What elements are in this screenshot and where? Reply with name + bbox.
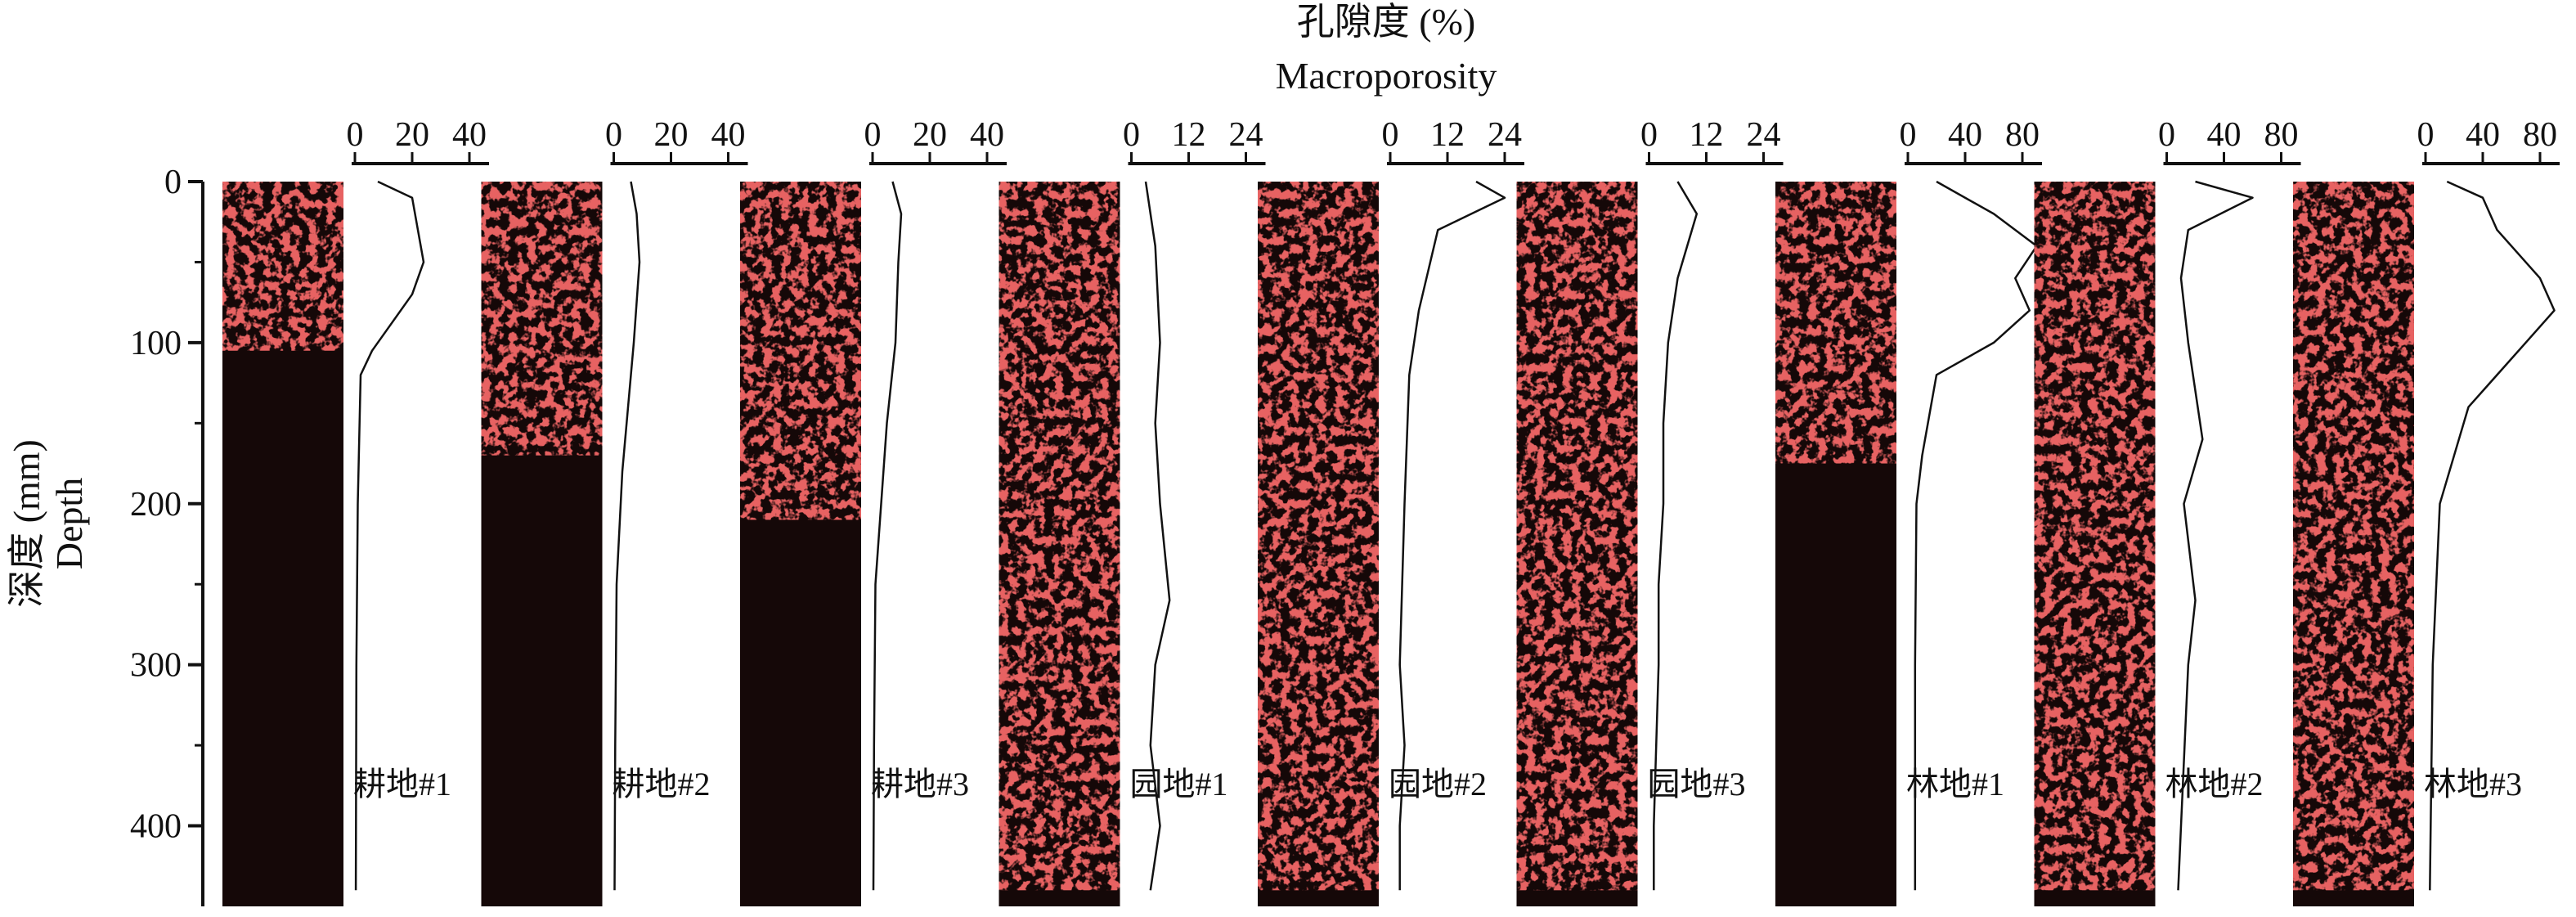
top-label-zh: 孔隙度 (%)	[1297, 1, 1475, 43]
porosity-profile-line	[613, 181, 641, 891]
core-pore-network	[1775, 182, 1896, 464]
porosity-profile-line	[1914, 180, 2038, 891]
core-pore-network	[740, 182, 861, 520]
y-label-en: Depth	[48, 478, 90, 569]
y-tick-label: 400	[130, 808, 182, 846]
x-tick-label: 24	[1488, 116, 1522, 154]
y-tick-label: 200	[130, 486, 182, 524]
y-tick-label: 0	[164, 164, 182, 201]
top-label-en: Macroporosity	[1276, 55, 1497, 97]
core-pore-network	[2034, 182, 2156, 891]
core-label: 园地#2	[1389, 766, 1487, 802]
panel-9: 0 40 80 林地#3	[2293, 116, 2560, 906]
panel-7: 0 40 80 林地#1	[1775, 116, 2042, 906]
core-label: 林地#1	[1906, 766, 2004, 802]
x-tick-label: 12	[1172, 116, 1206, 154]
core-label: 耕地#2	[613, 766, 711, 802]
x-tick-label: 80	[2523, 116, 2557, 154]
porosity-profile-line	[1653, 181, 1699, 891]
panel-6: 0 12 24 园地#3	[1516, 116, 1784, 906]
x-tick-label: 40	[452, 116, 487, 154]
x-tick-label: 12	[1690, 116, 1724, 154]
porosity-profile-line	[1398, 180, 1506, 891]
porosity-profile-line	[2177, 180, 2254, 891]
x-tick-label: 40	[2207, 116, 2242, 154]
core-label: 林地#2	[2165, 766, 2264, 802]
y-label-zh: 深度 (mm)	[6, 439, 47, 608]
core-pore-network	[222, 182, 343, 351]
panel-4: 0 12 24 园地#1	[999, 116, 1266, 906]
core-panels: 0 20 40 耕地#1 0 20 40 耕地#2 0 20 40 耕地#3 0 12 24 园地#1 0 12 2…	[222, 116, 2560, 906]
x-tick-label: 24	[1747, 116, 1781, 154]
x-tick-label: 0	[1900, 116, 1917, 154]
core-pore-network	[999, 182, 1120, 891]
core-label: 园地#1	[1130, 766, 1228, 802]
x-tick-label: 0	[347, 116, 364, 154]
panel-3: 0 20 40 耕地#3	[740, 116, 1007, 906]
porosity-profile-line	[872, 181, 903, 891]
x-tick-label: 0	[1640, 116, 1658, 154]
x-tick-label: 40	[2466, 116, 2500, 154]
panel-1: 0 20 40 耕地#1	[222, 116, 489, 906]
x-tick-label: 20	[395, 116, 429, 154]
core-pore-network	[1258, 182, 1379, 891]
core-pore-network	[2293, 182, 2414, 891]
x-tick-label: 0	[864, 116, 882, 154]
core-label: 园地#3	[1648, 766, 1746, 802]
core-label: 林地#3	[2424, 766, 2522, 802]
y-tick-label: 300	[130, 647, 182, 685]
x-tick-label: 0	[1123, 116, 1140, 154]
x-tick-label: 0	[1382, 116, 1399, 154]
x-tick-label: 24	[1229, 116, 1263, 154]
x-tick-label: 0	[2158, 116, 2175, 154]
core-label: 耕地#1	[353, 766, 451, 802]
x-tick-label: 80	[2264, 116, 2299, 154]
x-tick-label: 20	[913, 116, 947, 154]
core-pore-network	[481, 182, 603, 456]
x-tick-label: 40	[970, 116, 1004, 154]
x-tick-label: 0	[2417, 116, 2435, 154]
x-tick-label: 40	[711, 116, 746, 154]
porosity-profile-line	[1144, 181, 1171, 891]
panel-8: 0 40 80 林地#2	[2034, 116, 2301, 906]
core-pore-network	[1516, 182, 1638, 891]
panel-5: 0 12 24 园地#2	[1258, 116, 1524, 906]
x-tick-label: 20	[654, 116, 689, 154]
y-axis-title: 深度 (mm) Depth	[6, 439, 90, 608]
x-tick-label: 80	[2005, 116, 2040, 154]
core-label: 耕地#3	[871, 766, 969, 802]
porosity-profile-line	[354, 180, 425, 891]
x-tick-label: 12	[1430, 116, 1465, 154]
x-tick-label: 0	[605, 116, 622, 154]
panel-2: 0 20 40 耕地#2	[481, 116, 748, 906]
x-tick-label: 40	[1948, 116, 1982, 154]
y-tick-label: 100	[130, 325, 182, 362]
y-axis: 0 100 200 300 400	[130, 164, 204, 906]
porosity-profile-line	[2429, 180, 2556, 891]
